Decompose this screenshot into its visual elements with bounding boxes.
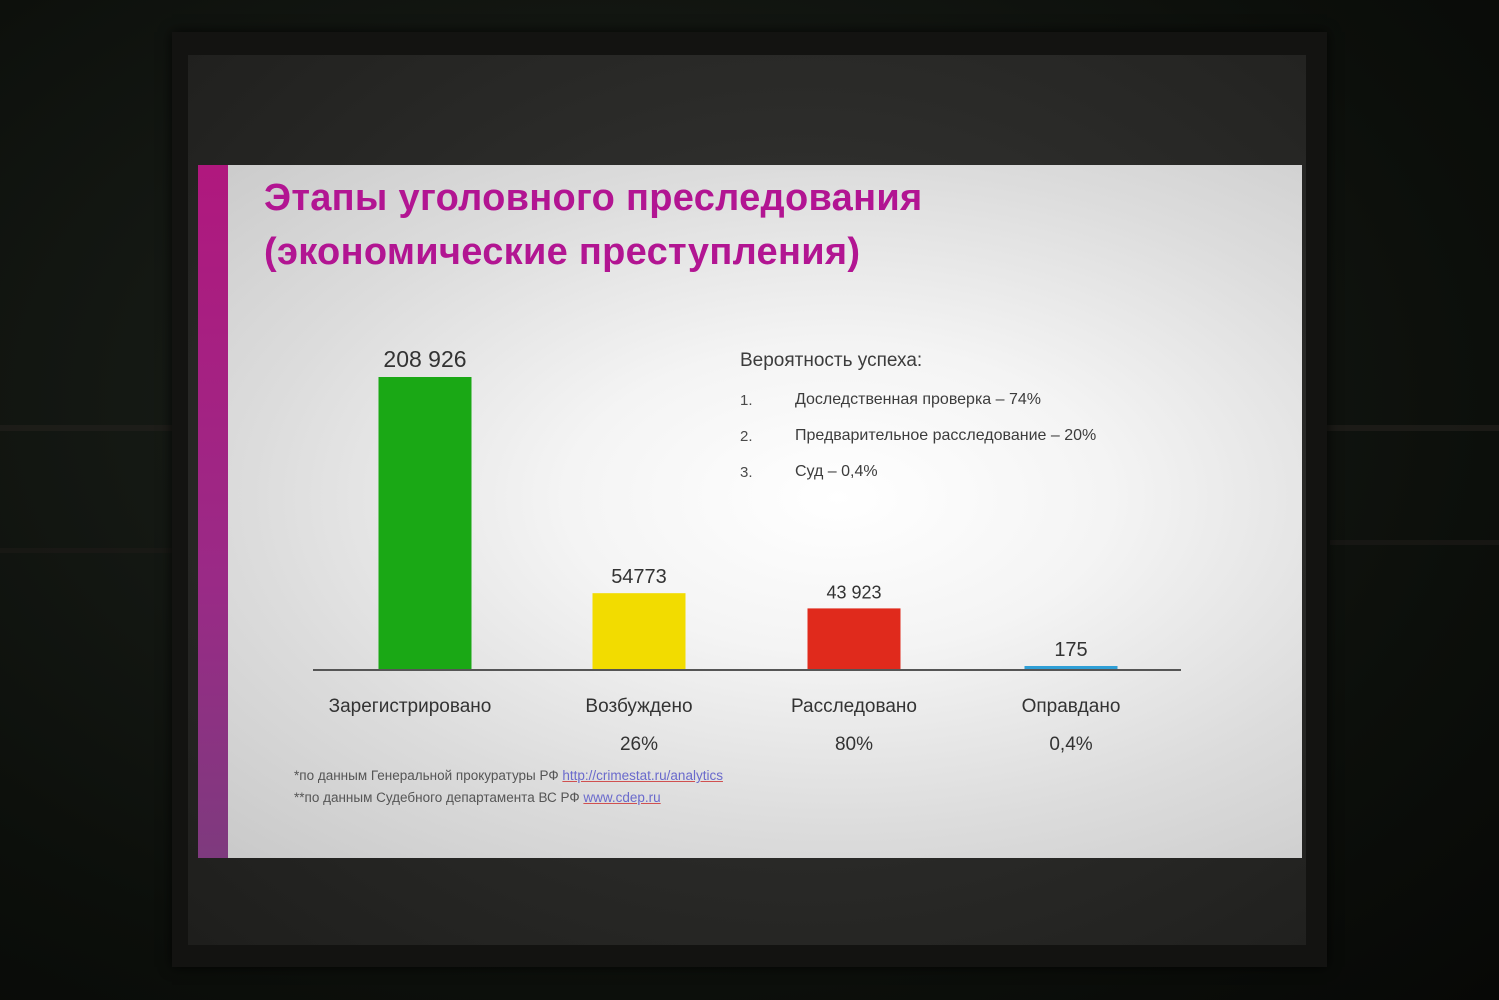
source-note: *по данным Генеральной прокуратуры РФ ht… — [294, 765, 723, 787]
category-label: Оправдано — [1022, 696, 1121, 717]
success-probability-list: 1. Доследственная проверка – 74% 2. Пред… — [740, 382, 1096, 490]
category-label: Расследовано — [791, 696, 917, 717]
probability-item-text: Доследственная проверка – 74% — [795, 391, 1041, 408]
probability-item-number: 2. — [740, 427, 753, 445]
bar — [592, 593, 686, 670]
source-note: **по данным Судебного департамента ВС РФ… — [294, 787, 723, 809]
slide-accent-strip — [198, 165, 228, 858]
source-note-link[interactable]: www.cdep.ru — [583, 790, 661, 805]
probability-item-text: Суд – 0,4% — [795, 463, 878, 480]
bar — [378, 377, 472, 670]
success-probability-heading: Вероятность успеха: — [740, 350, 923, 371]
source-notes: *по данным Генеральной прокуратуры РФ ht… — [294, 765, 723, 809]
probability-item-text: Предварительное расследование – 20% — [795, 427, 1097, 444]
probability-item: 3. Суд – 0,4% — [740, 454, 1096, 490]
bar — [807, 608, 901, 670]
success-probability-panel: Вероятность успеха: 1. Доследственная пр… — [740, 350, 1096, 490]
source-note-text: *по данным Генеральной прокуратуры РФ — [294, 768, 563, 783]
bar-value-label: 175 — [1054, 639, 1087, 661]
bar-chart: 208 926 Зарегистрировано 54773 Возбуждено 26… — [313, 346, 1181, 755]
presentation-slide: Этапы уголовного преследования (экономич… — [198, 165, 1302, 858]
source-note-link[interactable]: http://crimestat.ru/analytics — [562, 768, 723, 783]
slide-title-line1: Этапы уголовного преследования — [264, 177, 923, 219]
bar-value-label: 208 926 — [383, 346, 466, 372]
source-note-text: **по данным Судебного департамента ВС РФ — [294, 790, 584, 805]
category-label: Зарегистрировано — [329, 696, 492, 717]
probability-item: 1. Доследственная проверка – 74% — [740, 382, 1096, 418]
percent-label: 80% — [835, 734, 873, 755]
slide-title-line2: (экономические преступления) — [264, 231, 861, 273]
probability-item: 2. Предварительное расследование – 20% — [740, 418, 1096, 454]
percent-label: 0,4% — [1049, 734, 1092, 755]
probability-item-number: 3. — [740, 463, 753, 481]
percent-label: 26% — [620, 734, 658, 755]
bar-value-label: 54773 — [611, 566, 667, 588]
slide-title: Этапы уголовного преследования (экономич… — [264, 171, 922, 279]
category-label: Возбуждено — [585, 696, 692, 717]
bar — [1024, 666, 1118, 670]
probability-item-number: 1. — [740, 391, 753, 409]
bar-value-label: 43 923 — [826, 582, 881, 602]
